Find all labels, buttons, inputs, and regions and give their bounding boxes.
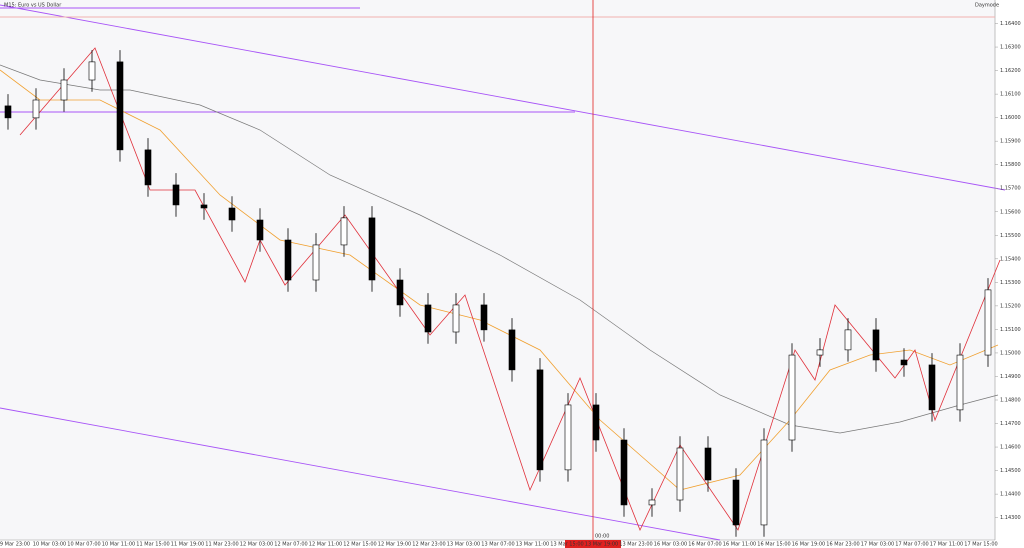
y-tick-label: 1.15400: [1000, 256, 1021, 262]
moving-average: [0, 69, 999, 491]
candle-body: [564, 404, 572, 471]
candle-body: [480, 304, 488, 331]
candle-body: [424, 304, 432, 333]
x-tick-label: 13 Mar 07:00: [481, 542, 514, 548]
x-tick-label: 12 Mar 11:00: [309, 542, 342, 548]
candle-body: [928, 364, 936, 411]
candle-body: [704, 447, 712, 481]
candle-body: [32, 99, 40, 119]
y-tick-label: 1.16000: [1000, 115, 1021, 121]
candle-body: [788, 354, 796, 441]
x-tick-label: 17 Mar 07:00: [895, 542, 928, 548]
candle-body: [592, 404, 600, 441]
candle-body: [256, 219, 264, 241]
candle-body: [88, 61, 96, 81]
crosshair-time-box: [565, 540, 621, 548]
x-tick-label: 12 Mar 19:00: [378, 542, 411, 548]
candle-body: [816, 349, 824, 356]
y-tick-label: 1.14600: [1000, 445, 1021, 451]
y-tick-label: 1.14400: [1000, 492, 1021, 498]
candle-body: [648, 499, 656, 506]
candle-body: [760, 439, 768, 526]
candle-body: [396, 279, 404, 306]
y-tick-label: 1.16100: [1000, 92, 1021, 98]
y-tick-label: 1.16200: [1000, 68, 1021, 74]
x-tick-label: 13 Mar 03:00: [447, 542, 480, 548]
y-tick-label: 1.14900: [1000, 374, 1021, 380]
candle-body: [620, 439, 628, 506]
y-tick-label: 1.15200: [1000, 303, 1021, 309]
x-tick-label: 16 Mar 07:00: [688, 542, 721, 548]
candle-body: [228, 207, 236, 221]
channel-line: [0, 407, 721, 541]
candle-body: [4, 105, 12, 119]
candle-body: [452, 304, 460, 333]
candle-body: [312, 244, 320, 281]
candle-body: [984, 289, 992, 356]
y-tick-label: 1.15000: [1000, 350, 1021, 356]
candle-body: [116, 61, 124, 151]
y-tick-label: 1.15600: [1000, 209, 1021, 215]
candle-body: [844, 329, 852, 351]
y-tick-label: 1.15800: [1000, 162, 1021, 168]
candle-body: [536, 369, 544, 471]
candle-body: [956, 354, 964, 411]
x-tick-label: 16 Mar 23:00: [826, 542, 859, 548]
candle-body: [676, 447, 684, 501]
candle-body: [200, 204, 208, 209]
y-tick-label: 1.15700: [1000, 186, 1021, 192]
x-tick-label: 12 Mar 23:00: [412, 542, 445, 548]
y-tick-label: 1.14500: [1000, 468, 1021, 474]
x-tick-label: 13 Mar 19:00: [585, 542, 618, 548]
x-tick-label: 9 Mar 23:00: [0, 542, 30, 548]
x-tick-label: 17 Mar 15:00: [964, 542, 997, 548]
candle-body: [172, 184, 180, 206]
candle-body: [872, 329, 880, 361]
x-tick-label: 12 Mar 15:00: [343, 542, 376, 548]
y-tick-label: 1.14800: [1000, 398, 1021, 404]
y-tick-label: 1.15500: [1000, 233, 1021, 239]
candle-body: [732, 479, 740, 526]
x-tick-label: 13 Mar 15:00: [550, 542, 583, 548]
x-tick-label: 11 Mar 19:00: [171, 542, 204, 548]
x-tick-label: 11 Mar 15:00: [136, 542, 169, 548]
y-tick-label: 1.15100: [1000, 327, 1021, 333]
x-tick-label: 12 Mar 03:00: [240, 542, 273, 548]
x-tick-label: 17 Mar 11:00: [930, 542, 963, 548]
x-tick-label: 17 Mar 03:00: [861, 542, 894, 548]
zigzag: [19, 47, 1001, 532]
candle-body: [144, 149, 152, 186]
channel-line: [0, 4, 1006, 191]
y-tick-label: 1.16400: [1000, 21, 1021, 27]
y-tick-label: 1.14300: [1000, 515, 1021, 521]
plot-area: [0, 0, 995, 540]
x-tick-label: 13 Mar 23:00: [619, 542, 652, 548]
x-tick-label: 10 Mar 07:00: [67, 542, 100, 548]
x-tick-label: 12 Mar 07:00: [274, 542, 307, 548]
candle-body: [340, 217, 348, 246]
candle-body: [900, 359, 908, 366]
candle-body: [368, 217, 376, 281]
x-tick-label: 16 Mar 11:00: [723, 542, 756, 548]
crosshair-label: 00:00: [595, 534, 609, 540]
chart-title: M15: Euro vs US Dollar: [4, 3, 62, 9]
x-tick-label: 16 Mar 03:00: [654, 542, 687, 548]
candle-body: [284, 239, 292, 281]
x-tick-label: 16 Mar 19:00: [792, 542, 825, 548]
candle-body: [508, 329, 516, 371]
y-tick-label: 1.15900: [1000, 139, 1021, 145]
badge: Daymode: [975, 3, 999, 9]
x-tick-label: 10 Mar 03:00: [33, 542, 66, 548]
x-tick-label: 10 Mar 11:00: [102, 542, 135, 548]
x-tick-label: 11 Mar 23:00: [205, 542, 238, 548]
x-tick-label: 16 Mar 15:00: [757, 542, 790, 548]
y-tick-label: 1.14700: [1000, 421, 1021, 427]
y-tick-label: 1.15300: [1000, 280, 1021, 286]
candle-body: [60, 79, 68, 101]
y-tick-label: 1.16300: [1000, 45, 1021, 51]
x-tick-label: 13 Mar 11:00: [516, 542, 549, 548]
